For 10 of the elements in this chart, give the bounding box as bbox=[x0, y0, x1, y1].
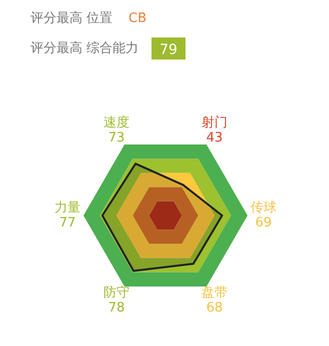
spoke-label: 射门 43 bbox=[202, 114, 228, 146]
text: 评分最高 位置 bbox=[30, 10, 113, 26]
spoke-label: 防守 78 bbox=[104, 285, 130, 316]
text: 79 bbox=[160, 42, 178, 58]
spoke-label: 速度 73 bbox=[104, 114, 130, 146]
spoke-label: 传球 69 bbox=[250, 200, 276, 230]
text: CB bbox=[128, 11, 146, 26]
spoke-label: 盘带 68 bbox=[202, 285, 228, 316]
text: 评分最高 综合能力 bbox=[30, 40, 139, 56]
spoke-label: 力量 77 bbox=[54, 200, 80, 230]
